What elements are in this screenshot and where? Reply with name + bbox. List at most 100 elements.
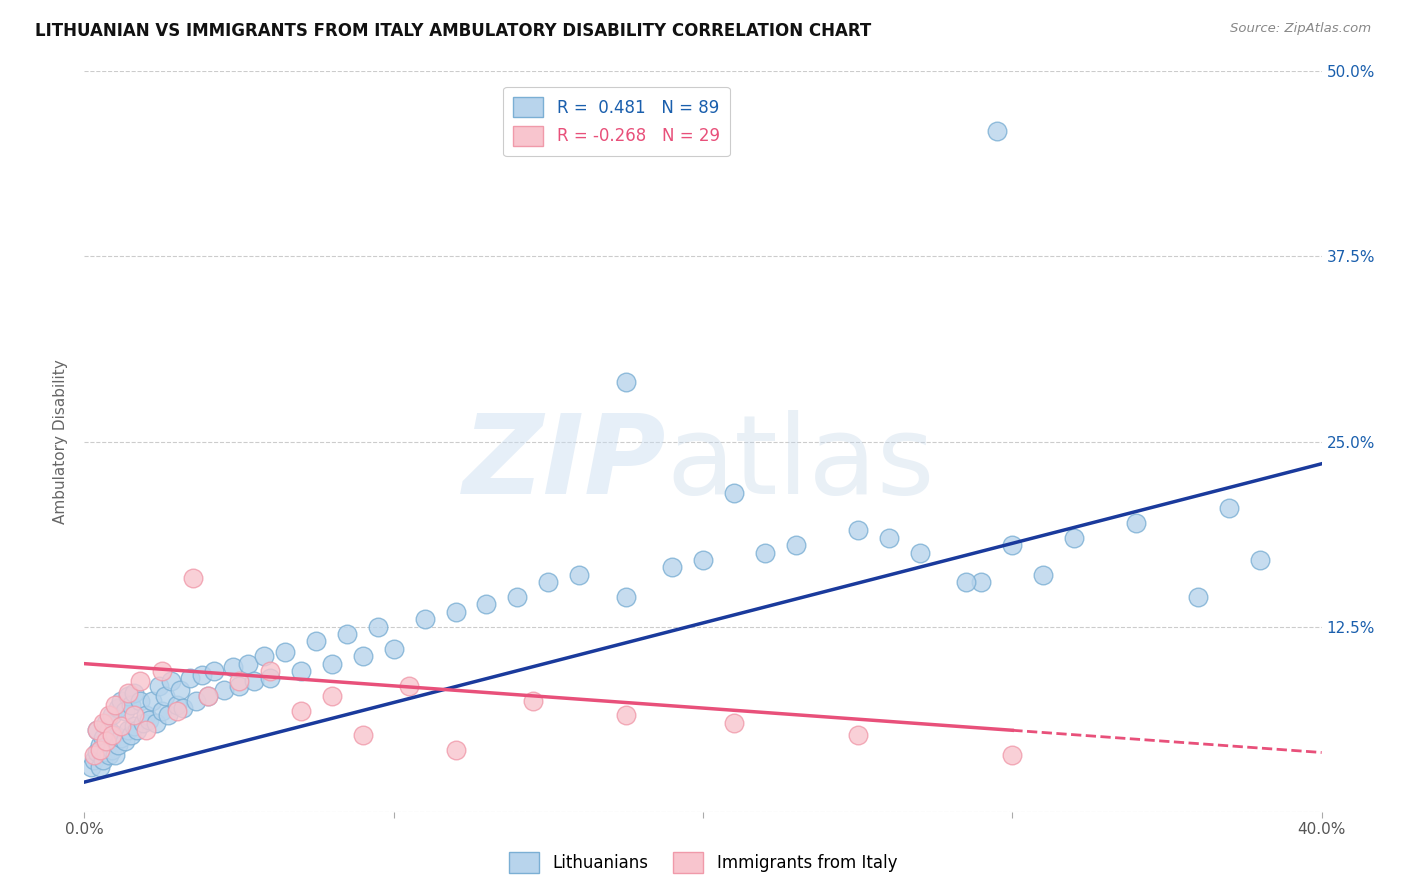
Point — [908, 546, 931, 560]
Point — [222, 659, 245, 673]
Point — [148, 679, 170, 693]
Point — [202, 664, 225, 678]
Point — [661, 560, 683, 574]
Point — [321, 657, 343, 671]
Y-axis label: Ambulatory Disability: Ambulatory Disability — [53, 359, 69, 524]
Point — [153, 690, 176, 704]
Point — [79, 760, 101, 774]
Point — [184, 694, 207, 708]
Point — [104, 698, 127, 712]
Point — [413, 612, 436, 626]
Point — [846, 524, 869, 538]
Point — [614, 376, 637, 390]
Point — [117, 723, 139, 738]
Point — [382, 641, 405, 656]
Point — [1187, 590, 1209, 604]
Point — [135, 723, 157, 738]
Point — [110, 719, 132, 733]
Point — [91, 715, 114, 730]
Point — [94, 746, 117, 760]
Point — [89, 742, 111, 756]
Point — [120, 698, 142, 712]
Point — [290, 664, 312, 678]
Point — [110, 694, 132, 708]
Point — [290, 704, 312, 718]
Point — [150, 664, 173, 678]
Point — [138, 713, 160, 727]
Point — [259, 672, 281, 686]
Point — [243, 674, 266, 689]
Point — [352, 728, 374, 742]
Legend: Lithuanians, Immigrants from Italy: Lithuanians, Immigrants from Italy — [502, 846, 904, 880]
Point — [352, 649, 374, 664]
Point — [101, 742, 124, 756]
Point — [321, 690, 343, 704]
Point — [122, 686, 145, 700]
Point — [172, 701, 194, 715]
Point — [614, 708, 637, 723]
Point — [970, 575, 993, 590]
Point — [1125, 516, 1147, 530]
Point — [506, 590, 529, 604]
Point — [1032, 567, 1054, 582]
Point — [89, 738, 111, 752]
Point — [179, 672, 201, 686]
Point — [94, 715, 117, 730]
Point — [141, 694, 163, 708]
Point — [274, 645, 297, 659]
Point — [125, 723, 148, 738]
Point — [120, 728, 142, 742]
Point — [197, 690, 219, 704]
Point — [692, 553, 714, 567]
Text: Source: ZipAtlas.com: Source: ZipAtlas.com — [1230, 22, 1371, 36]
Point — [475, 598, 498, 612]
Point — [129, 674, 152, 689]
Point — [114, 733, 136, 747]
Point — [160, 674, 183, 689]
Point — [228, 679, 250, 693]
Point — [197, 690, 219, 704]
Point — [117, 690, 139, 704]
Point — [367, 619, 389, 633]
Point — [145, 715, 167, 730]
Point — [83, 748, 105, 763]
Point — [101, 728, 124, 742]
Point — [83, 753, 105, 767]
Point — [1063, 531, 1085, 545]
Point — [986, 123, 1008, 137]
Point — [723, 486, 745, 500]
Point — [877, 531, 900, 545]
Text: atlas: atlas — [666, 410, 935, 517]
Point — [104, 728, 127, 742]
Point — [150, 704, 173, 718]
Point — [537, 575, 560, 590]
Point — [114, 704, 136, 718]
Point — [444, 742, 467, 756]
Point — [1218, 501, 1240, 516]
Point — [754, 546, 776, 560]
Point — [122, 719, 145, 733]
Point — [156, 708, 179, 723]
Point — [86, 746, 108, 760]
Point — [122, 708, 145, 723]
Point — [846, 728, 869, 742]
Point — [568, 567, 591, 582]
Point — [398, 679, 420, 693]
Point — [110, 731, 132, 745]
Point — [135, 708, 157, 723]
Point — [253, 649, 276, 664]
Point — [212, 683, 235, 698]
Point — [107, 738, 129, 752]
Point — [91, 753, 114, 767]
Point — [259, 664, 281, 678]
Point — [86, 723, 108, 738]
Point — [101, 708, 124, 723]
Point — [104, 748, 127, 763]
Point — [228, 674, 250, 689]
Point — [1001, 538, 1024, 552]
Point — [91, 731, 114, 745]
Point — [98, 723, 121, 738]
Point — [955, 575, 977, 590]
Point — [444, 605, 467, 619]
Point — [166, 704, 188, 718]
